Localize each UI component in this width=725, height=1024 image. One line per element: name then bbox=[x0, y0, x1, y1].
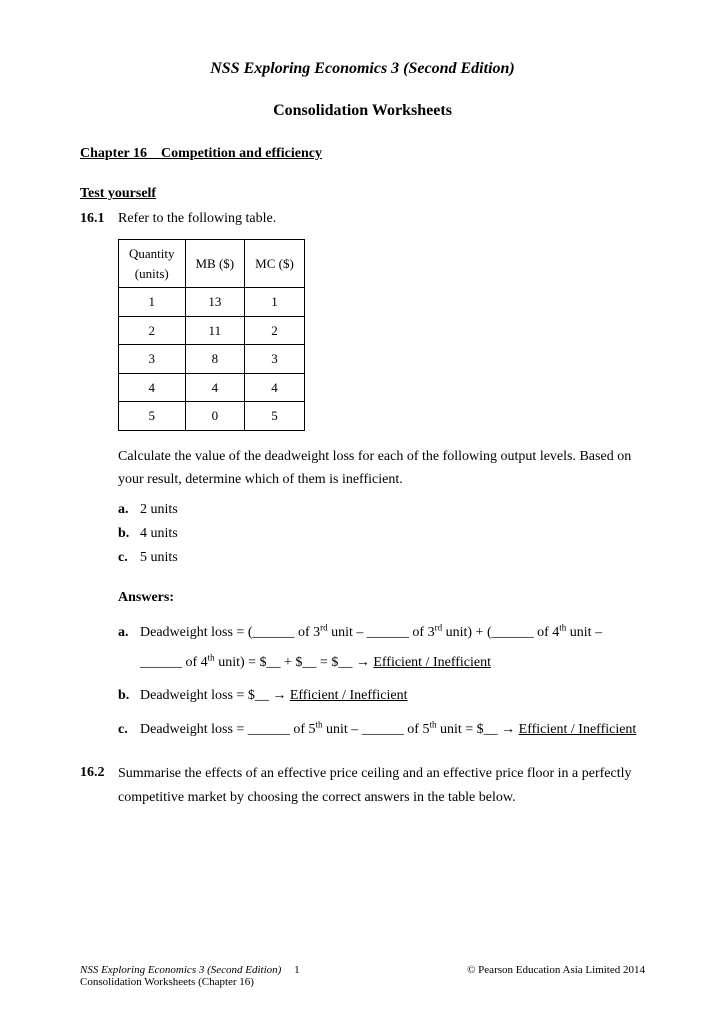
question-16-1: 16.1 Refer to the following table. Quant… bbox=[80, 208, 645, 748]
table-row: 2112 bbox=[119, 316, 305, 345]
page-number: 1 bbox=[294, 964, 300, 976]
sub-question-a: a. 2 units bbox=[118, 498, 645, 522]
data-table: Quantity(units) MB ($) MC ($) 1131 2112 … bbox=[118, 239, 305, 431]
question-number: 16.1 bbox=[80, 208, 118, 748]
question-body: Refer to the following table. Quantity(u… bbox=[118, 208, 645, 748]
question-prompt: Calculate the value of the deadweight lo… bbox=[118, 445, 645, 493]
sub-question-list: a. 2 units b. 4 units c. 5 units bbox=[118, 498, 645, 569]
col-mb: MB ($) bbox=[185, 240, 245, 288]
sub-question-c: c. 5 units bbox=[118, 546, 645, 570]
table-row: 383 bbox=[119, 345, 305, 374]
chapter-heading: Chapter 16 Competition and efficiency bbox=[80, 146, 645, 162]
table-row: 505 bbox=[119, 402, 305, 431]
answer-b: b. Deadweight loss = $__ → Efficient / I… bbox=[118, 681, 645, 710]
question-number: 16.2 bbox=[80, 762, 118, 816]
answers-heading: Answers: bbox=[118, 587, 645, 608]
book-title: NSS Exploring Economics 3 (Second Editio… bbox=[80, 60, 645, 78]
efficient-choice: Efficient / Inefficient bbox=[373, 655, 491, 670]
page-footer: NSS Exploring Economics 3 (Second Editio… bbox=[80, 964, 645, 988]
footer-subtitle: Consolidation Worksheets (Chapter 16) bbox=[80, 976, 645, 988]
doc-title: Consolidation Worksheets bbox=[80, 102, 645, 120]
efficient-choice: Efficient / Inefficient bbox=[519, 722, 637, 737]
answer-a: a. Deadweight loss = (______ of 3rd unit… bbox=[118, 618, 645, 677]
efficient-choice: Efficient / Inefficient bbox=[290, 688, 408, 703]
footer-copyright: © Pearson Education Asia Limited 2014 bbox=[467, 964, 645, 976]
sub-question-b: b. 4 units bbox=[118, 522, 645, 546]
answer-c: c. Deadweight loss = ______ of 5th unit … bbox=[118, 715, 645, 744]
section-test-yourself: Test yourself bbox=[80, 186, 645, 202]
table-row: 1131 bbox=[119, 288, 305, 317]
col-mc: MC ($) bbox=[245, 240, 305, 288]
footer-book-title: NSS Exploring Economics 3 (Second Editio… bbox=[80, 964, 281, 976]
question-intro: Refer to the following table. bbox=[118, 208, 645, 229]
table-row: 444 bbox=[119, 373, 305, 402]
document-page: NSS Exploring Economics 3 (Second Editio… bbox=[0, 0, 725, 1024]
question-body: Summarise the effects of an effective pr… bbox=[118, 762, 645, 810]
question-16-2: 16.2 Summarise the effects of an effecti… bbox=[80, 762, 645, 816]
col-quantity: Quantity(units) bbox=[119, 240, 186, 288]
table-header-row: Quantity(units) MB ($) MC ($) bbox=[119, 240, 305, 288]
